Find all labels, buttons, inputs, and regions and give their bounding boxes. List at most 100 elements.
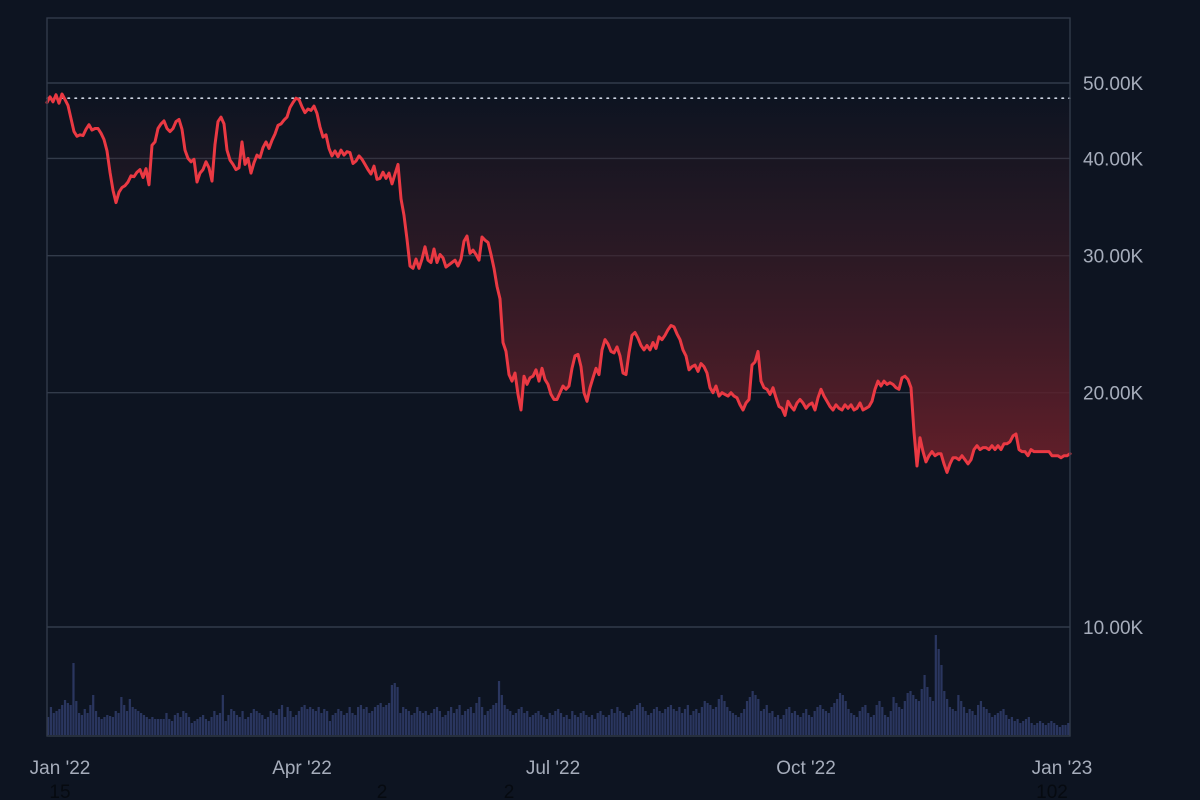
volume-bar <box>1022 721 1025 735</box>
volume-bar <box>75 701 78 735</box>
volume-bar <box>283 717 286 735</box>
volume-bar <box>726 707 729 735</box>
volume-bar <box>813 711 816 735</box>
volume-bar <box>111 717 115 735</box>
volume-bar <box>125 711 129 735</box>
volume-bar <box>920 689 923 735</box>
volume-bar <box>258 713 261 735</box>
x-axis-labels: Jan '22 Apr '22 Jul '22 Oct '22 Jan '23 <box>30 758 1093 779</box>
volume-bar <box>841 695 844 735</box>
volume-bar <box>669 705 673 735</box>
volume-bar <box>836 699 839 735</box>
volume-bar <box>286 707 289 735</box>
volume-bar <box>559 713 563 735</box>
volume-bar <box>709 705 712 735</box>
volume-bar <box>255 711 258 735</box>
volume-bar <box>218 713 222 735</box>
volume-bar <box>373 707 377 735</box>
volume-bar <box>179 717 182 735</box>
volume-bar <box>540 715 543 735</box>
volume-bar <box>900 709 904 735</box>
volume-bar <box>83 709 86 735</box>
area-fill <box>47 94 1070 473</box>
volume-bar <box>404 709 408 735</box>
volume-bar <box>419 711 422 735</box>
volume-bar <box>334 713 337 735</box>
volume-bar <box>683 709 687 735</box>
volume-bar <box>714 707 718 735</box>
volume-bar <box>103 717 106 735</box>
volume-bar <box>926 687 929 735</box>
volume-bar <box>824 711 828 735</box>
x-tick-label: Jul '22 <box>526 758 580 779</box>
volume-bar <box>962 707 966 735</box>
volume-bar <box>365 707 368 735</box>
volume-bar <box>506 709 509 735</box>
volume-bar <box>802 713 805 735</box>
volume-bar <box>80 715 84 735</box>
volume-bar <box>216 715 219 735</box>
volume-bar <box>235 715 239 735</box>
volume-bar <box>948 707 952 735</box>
volume-bar <box>137 711 140 735</box>
volume-bar <box>162 719 165 735</box>
volume-bar <box>934 635 937 735</box>
volume-bar <box>1008 719 1011 735</box>
volume-bar <box>173 715 177 735</box>
volume-bar <box>636 705 639 735</box>
volume-bar <box>455 709 458 735</box>
volume-bar <box>624 717 627 735</box>
volume-bar <box>495 703 498 735</box>
volume-bar <box>227 715 230 735</box>
volume-bar <box>117 713 120 735</box>
volume-bar <box>1044 725 1047 735</box>
volume-bar <box>993 715 997 735</box>
volume-bar <box>762 709 766 735</box>
volume-bar <box>590 715 594 735</box>
volume-bar <box>1010 717 1014 735</box>
volume-bar <box>1058 727 1061 735</box>
volume-bar <box>528 717 532 735</box>
volume-bar <box>929 697 932 735</box>
volume-bar <box>664 709 667 735</box>
volume-bar <box>678 707 681 735</box>
volume-bar <box>66 703 69 735</box>
volume-bar <box>745 701 749 735</box>
count-label: 2 <box>504 782 515 800</box>
volume-bar <box>884 715 887 735</box>
volume-bar <box>757 699 760 735</box>
volume-bar <box>799 717 802 735</box>
volume-bar <box>357 707 360 735</box>
volume-bar <box>616 707 619 735</box>
volume-bar <box>1067 723 1070 735</box>
volume-bar <box>371 711 374 735</box>
volume-bar <box>878 701 881 735</box>
volume-bar <box>92 695 95 735</box>
volume-bar <box>407 711 410 735</box>
volume-bar <box>582 711 585 735</box>
volume-bar <box>864 705 867 735</box>
volume-bar <box>359 705 363 735</box>
volume-bar <box>331 715 334 735</box>
volume-bar <box>940 665 943 735</box>
volume-bar <box>867 713 870 735</box>
volume-bar <box>650 713 653 735</box>
volume-bar <box>475 703 478 735</box>
volume-bar <box>731 713 735 735</box>
volume-bar <box>796 715 799 735</box>
volume-bar <box>55 711 58 735</box>
volume-bar <box>791 713 794 735</box>
volume-bar <box>202 715 205 735</box>
volume-bar <box>850 713 853 735</box>
volume-bar <box>168 719 171 735</box>
volume-bar <box>481 707 484 735</box>
volume-bar <box>974 715 977 735</box>
volume-bar <box>379 703 382 735</box>
volume-bar <box>306 709 309 735</box>
volume-bar <box>819 705 822 735</box>
volume-bar <box>838 693 842 735</box>
volume-bar <box>1050 721 1053 735</box>
volume-bar <box>695 709 698 735</box>
volume-bar <box>1036 723 1039 735</box>
